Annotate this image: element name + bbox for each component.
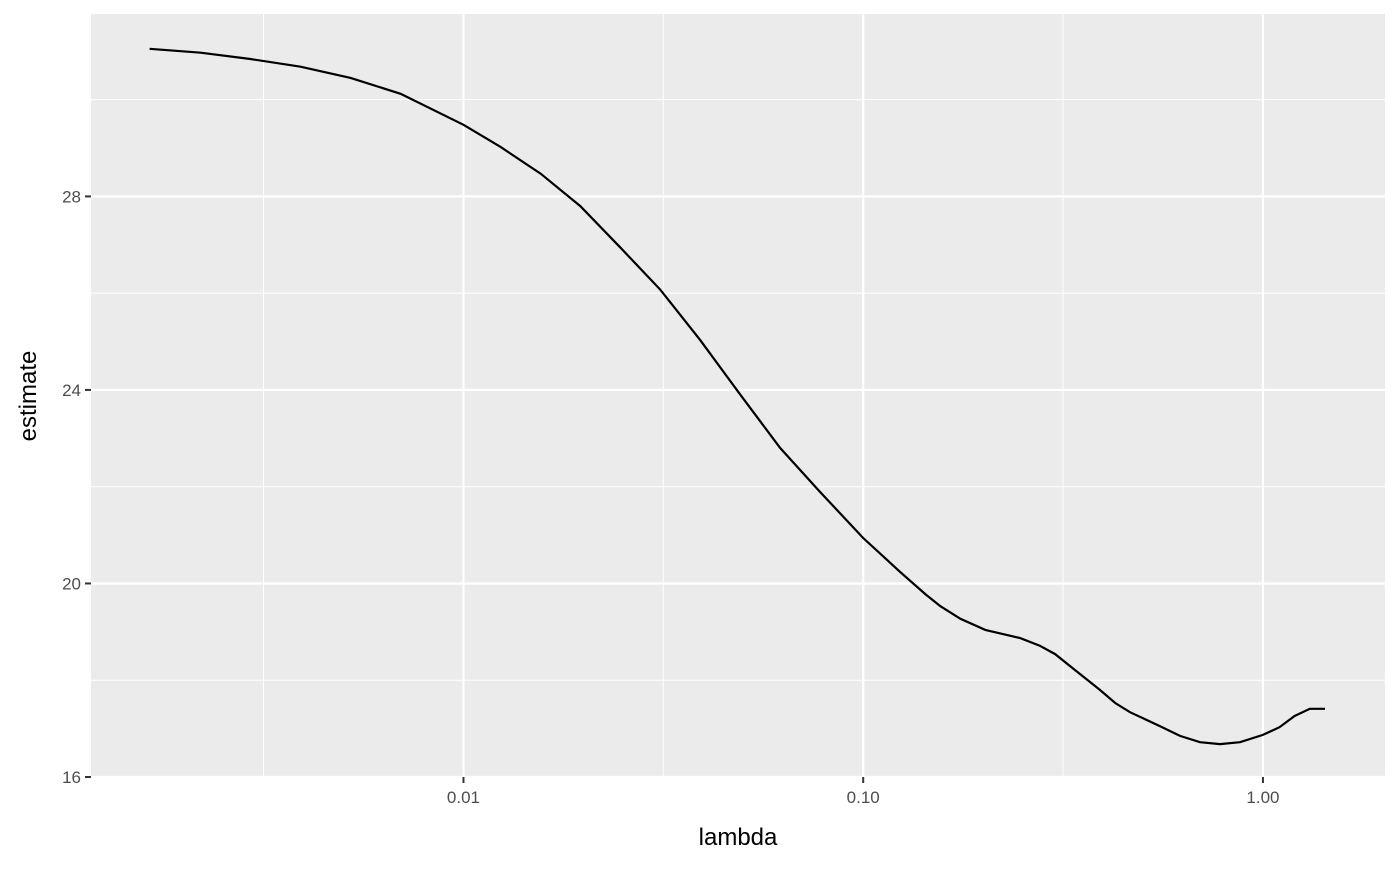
series-line	[149, 47, 1325, 746]
y-tick-label: 28	[62, 187, 81, 206]
x-tick-label: 0.10	[847, 788, 880, 807]
plot-panel	[91, 14, 1385, 777]
y-tick-label: 24	[62, 381, 81, 400]
y-tick-label: 20	[62, 574, 81, 593]
x-tick-label: 0.01	[447, 788, 480, 807]
x-axis-label: lambda	[699, 824, 778, 851]
minor-gridlines	[91, 14, 1385, 777]
axes: 0.01 0.10 1.00 16 20 24 28	[62, 187, 1279, 807]
y-axis-label: estimate	[15, 351, 42, 442]
y-tick-label: 16	[62, 768, 81, 787]
x-tick-label: 1.00	[1246, 788, 1279, 807]
